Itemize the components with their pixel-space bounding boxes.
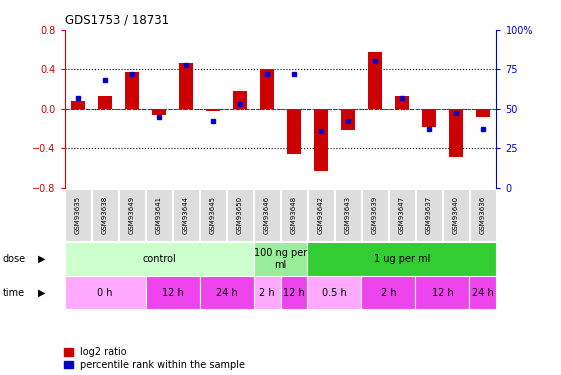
Bar <box>206 109 220 111</box>
Text: GSM93637: GSM93637 <box>426 196 432 234</box>
Bar <box>361 276 416 309</box>
Bar <box>416 189 442 241</box>
Text: 1 ug per ml: 1 ug per ml <box>374 254 430 264</box>
Text: dose: dose <box>3 254 26 264</box>
Text: 12 h: 12 h <box>431 288 453 297</box>
Bar <box>125 72 139 109</box>
Text: GSM93639: GSM93639 <box>372 196 378 234</box>
Bar <box>254 189 280 241</box>
Bar <box>146 189 172 241</box>
Bar <box>227 189 253 241</box>
Bar <box>470 276 496 309</box>
Text: GSM93635: GSM93635 <box>75 196 81 234</box>
Bar <box>180 63 193 109</box>
Text: GSM93636: GSM93636 <box>480 196 486 234</box>
Bar <box>152 109 165 115</box>
Text: GSM93648: GSM93648 <box>291 196 297 234</box>
Bar <box>470 189 496 241</box>
Text: 0 h: 0 h <box>97 288 113 297</box>
Bar <box>233 91 247 109</box>
Bar <box>145 276 200 309</box>
Text: 24 h: 24 h <box>472 288 494 297</box>
Bar <box>92 189 118 241</box>
Bar <box>254 242 307 276</box>
Text: GSM93641: GSM93641 <box>156 196 162 234</box>
Text: GSM93640: GSM93640 <box>453 196 459 234</box>
Text: 12 h: 12 h <box>283 288 305 297</box>
Legend: log2 ratio, percentile rank within the sample: log2 ratio, percentile rank within the s… <box>64 347 245 370</box>
Bar <box>65 242 254 276</box>
Bar <box>362 189 388 241</box>
Text: GSM93642: GSM93642 <box>318 196 324 234</box>
Text: GDS1753 / 18731: GDS1753 / 18731 <box>65 13 169 26</box>
Bar <box>280 276 307 309</box>
Bar <box>65 189 91 241</box>
Text: GSM93638: GSM93638 <box>102 196 108 234</box>
Text: 24 h: 24 h <box>215 288 237 297</box>
Text: 0.5 h: 0.5 h <box>322 288 347 297</box>
Bar <box>422 109 436 128</box>
Bar <box>281 189 307 241</box>
Bar <box>287 109 301 154</box>
Bar <box>260 69 274 109</box>
Bar <box>200 276 254 309</box>
Bar <box>314 109 328 171</box>
Bar <box>341 109 355 130</box>
Bar <box>71 101 85 109</box>
Text: ▶: ▶ <box>38 288 45 297</box>
Text: GSM93650: GSM93650 <box>237 196 243 234</box>
Bar <box>449 109 463 157</box>
Bar <box>416 276 470 309</box>
Bar <box>335 189 361 241</box>
Bar <box>476 109 490 117</box>
Bar <box>396 96 409 109</box>
Bar <box>307 242 496 276</box>
Bar <box>389 189 415 241</box>
Text: GSM93643: GSM93643 <box>345 196 351 234</box>
Text: GSM93646: GSM93646 <box>264 196 270 234</box>
Text: GSM93647: GSM93647 <box>399 196 405 234</box>
Bar <box>173 189 199 241</box>
Text: control: control <box>142 254 176 264</box>
Text: time: time <box>3 288 25 297</box>
Text: GSM93649: GSM93649 <box>129 196 135 234</box>
Bar <box>98 96 112 109</box>
Bar <box>307 276 361 309</box>
Bar <box>443 189 469 241</box>
Text: GSM93644: GSM93644 <box>183 196 189 234</box>
Bar <box>200 189 226 241</box>
Bar <box>308 189 334 241</box>
Text: ▶: ▶ <box>38 254 45 264</box>
Text: GSM93645: GSM93645 <box>210 196 216 234</box>
Bar <box>254 276 280 309</box>
Bar <box>119 189 145 241</box>
Bar <box>65 276 145 309</box>
Bar <box>368 52 381 109</box>
Text: 2 h: 2 h <box>259 288 275 297</box>
Text: 2 h: 2 h <box>381 288 396 297</box>
Text: 12 h: 12 h <box>162 288 183 297</box>
Text: 100 ng per
ml: 100 ng per ml <box>254 248 307 270</box>
